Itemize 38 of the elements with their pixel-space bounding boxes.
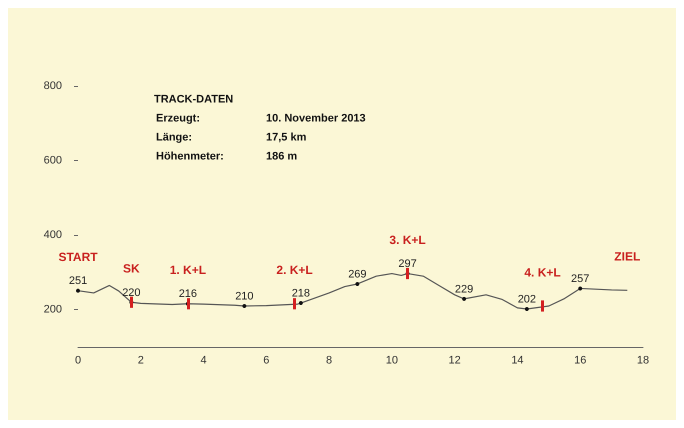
data-label: 251 <box>68 275 88 288</box>
annotation: 3. K+L <box>389 232 426 247</box>
x-tick-label: 8 <box>326 354 332 366</box>
x-tick-label: 0 <box>74 354 82 366</box>
data-label: 218 <box>292 288 310 300</box>
annotation: START <box>58 250 98 264</box>
x-tick-label: 12 <box>448 354 461 366</box>
annotation: ZIEL <box>614 250 640 264</box>
annotation: 1. K+L <box>170 263 206 278</box>
annotation: 4. K+L <box>524 265 561 280</box>
data-label: 216 <box>178 288 198 300</box>
y-tick-label: 400 <box>44 229 62 242</box>
y-tick-label: 800 <box>44 80 62 92</box>
annotation: 2. K+L <box>276 263 313 278</box>
data-label: 220 <box>122 286 141 299</box>
data-label: 229 <box>454 283 474 296</box>
x-tick-label: 18 <box>636 354 650 366</box>
x-tick-label: 6 <box>263 354 270 366</box>
annotation: SK <box>123 262 140 276</box>
y-tick-label: 200 <box>44 304 62 316</box>
x-tick-label: 14 <box>511 354 524 366</box>
y-tick-label: 600 <box>44 154 62 167</box>
annotation: TRACK-DATEN <box>154 94 234 106</box>
data-label: 297 <box>398 258 417 270</box>
x-tick-label: 4 <box>200 354 207 366</box>
annotation: 186 m <box>266 150 298 162</box>
annotation: 10. November 2013 <box>266 112 366 124</box>
x-tick-label: 2 <box>138 354 144 366</box>
data-label: 202 <box>518 293 536 306</box>
data-label: 269 <box>348 268 367 280</box>
x-tick-label: 10 <box>386 354 398 366</box>
data-label: 257 <box>571 272 590 285</box>
annotation: 17,5 km <box>266 132 307 144</box>
annotation: Erzeugt: <box>156 112 200 124</box>
annotation: Höhenmeter: <box>156 150 224 162</box>
annotation: Länge: <box>156 132 192 144</box>
x-tick-label: 16 <box>574 354 586 366</box>
data-label: 210 <box>235 290 254 302</box>
